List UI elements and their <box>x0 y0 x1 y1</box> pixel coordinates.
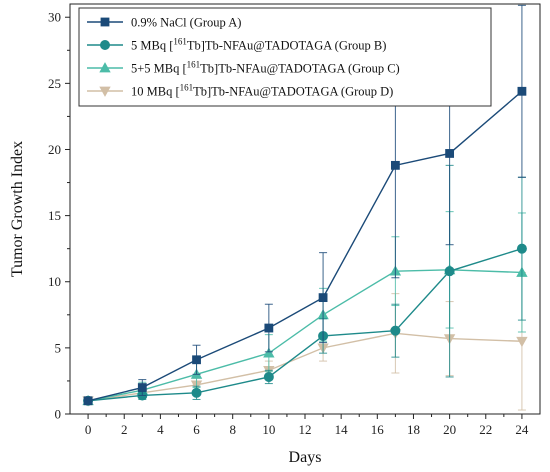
y-tick-label: 15 <box>48 208 61 223</box>
legend-label: 0.9% NaCl (Group A) <box>131 16 241 30</box>
x-tick-label: 4 <box>157 422 164 437</box>
series-b <box>83 164 527 406</box>
legend-item: 5 MBq [161Tb]Tb-NFAu@TADOTAGA (Group B) <box>87 37 386 53</box>
x-axis-title: Days <box>289 449 322 466</box>
y-tick-label: 10 <box>48 274 61 289</box>
data-point <box>516 243 527 254</box>
x-tick-label: 22 <box>479 422 492 437</box>
data-point <box>390 325 401 336</box>
x-tick-label: 6 <box>193 422 200 437</box>
x-tick-label: 20 <box>443 422 456 437</box>
data-point <box>137 383 147 392</box>
x-axis: 0 2 4 6 8 10 12 14 16 18 20 22 24 <box>85 414 529 437</box>
y-axis: 0 5 10 15 20 25 30 <box>48 10 70 422</box>
y-tick-label: 0 <box>55 407 62 422</box>
x-tick-label: 10 <box>262 422 275 437</box>
legend-marker <box>100 40 111 51</box>
series-layer <box>82 4 528 411</box>
legend-box <box>78 7 492 107</box>
data-point <box>263 347 275 358</box>
x-tick-label: 16 <box>371 422 385 437</box>
legend: 0.9% NaCl (Group A) 5 MBq [161Tb]Tb-NFAu@… <box>78 7 492 107</box>
data-point <box>517 86 527 96</box>
data-point <box>318 293 328 303</box>
data-point <box>191 387 202 398</box>
series-line <box>87 332 522 402</box>
legend-label: 5 MBq [161Tb]Tb-NFAu@TADOTAGA (Group B) <box>131 37 386 53</box>
legend-marker <box>99 62 111 73</box>
x-tick-label: 24 <box>515 422 529 437</box>
legend-marker <box>99 86 111 97</box>
data-point <box>516 336 528 348</box>
y-tick-label: 20 <box>48 142 61 157</box>
y-tick-label: 30 <box>48 10 61 25</box>
x-tick-label: 18 <box>407 422 420 437</box>
legend-item: 5+5 MBq [161Tb]Tb-NFAu@TADOTAGA (Group C… <box>87 60 400 76</box>
y-tick-label: 5 <box>55 340 62 355</box>
legend-marker <box>100 17 110 27</box>
y-axis-title: Tumor Growth Index <box>9 141 26 277</box>
x-tick-label: 0 <box>85 422 92 437</box>
series-d <box>82 271 528 411</box>
legend-label: 5+5 MBq [161Tb]Tb-NFAu@TADOTAGA (Group C… <box>131 60 400 76</box>
data-point <box>390 160 400 170</box>
data-point <box>263 371 274 382</box>
x-tick-label: 2 <box>121 422 128 437</box>
data-point <box>445 149 455 158</box>
x-tick-label: 12 <box>299 422 312 437</box>
legend-item: 10 MBq [161Tb]Tb-NFAu@TADOTAGA (Group D) <box>87 83 393 99</box>
x-tick-label: 14 <box>335 422 349 437</box>
legend-label: 10 MBq [161Tb]Tb-NFAu@TADOTAGA (Group D) <box>131 83 393 99</box>
series-line <box>87 269 522 402</box>
legend-item: 0.9% NaCl (Group A) <box>87 16 241 30</box>
series-line <box>88 248 523 402</box>
data-point <box>83 396 93 406</box>
data-point <box>444 266 455 277</box>
series-line <box>87 90 523 402</box>
data-point <box>192 355 201 365</box>
y-tick-label: 25 <box>48 76 61 91</box>
data-point <box>264 323 274 333</box>
x-tick-label: 8 <box>229 422 236 437</box>
